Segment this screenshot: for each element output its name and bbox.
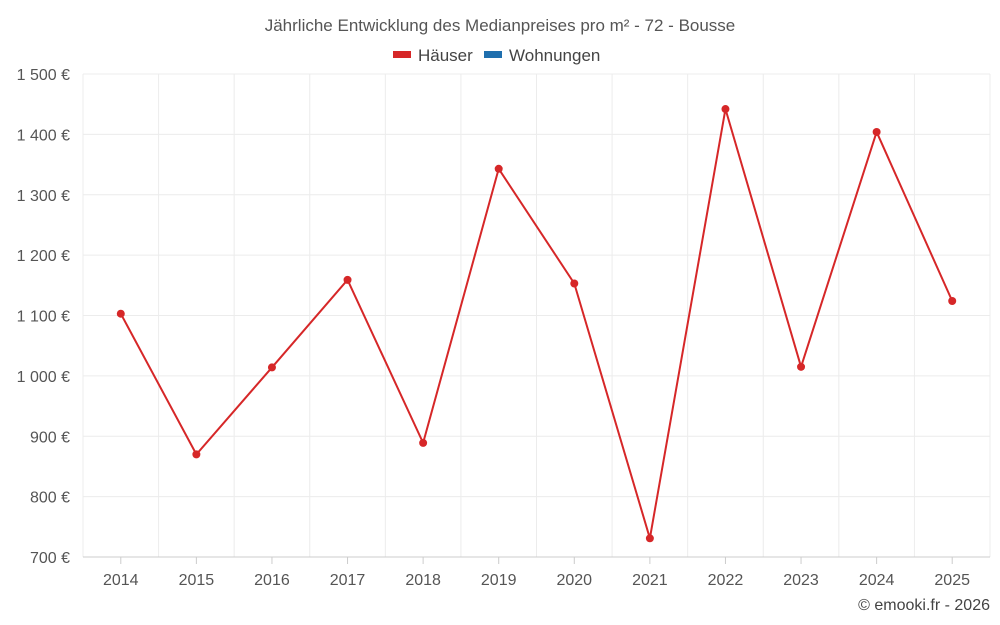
legend-label-hauser[interactable]: Häuser [418, 46, 473, 65]
data-point[interactable] [645, 534, 654, 543]
y-tick-label: 1 500 € [17, 67, 70, 84]
x-tick-label: 2016 [254, 572, 290, 589]
x-tick-label: 2025 [934, 572, 970, 589]
data-point[interactable] [797, 362, 806, 371]
y-tick-label: 800 € [30, 490, 70, 507]
grid [82, 73, 991, 558]
x-tick-label: 2014 [103, 572, 139, 589]
series-line [119, 108, 954, 539]
x-tick-label: 2020 [556, 572, 592, 589]
legend-swatch-wohnungen [484, 51, 502, 58]
data-point[interactable] [494, 164, 503, 173]
y-tick-label: 1 400 € [17, 127, 70, 144]
x-tick-label: 2019 [481, 572, 517, 589]
y-tick-label: 1 100 € [17, 309, 70, 326]
x-tick-label: 2023 [783, 572, 819, 589]
data-point[interactable] [192, 450, 201, 459]
legend-label-wohnungen[interactable]: Wohnungen [509, 46, 600, 65]
data-point[interactable] [267, 363, 276, 372]
data-point[interactable] [570, 279, 579, 288]
y-tick-label: 1 000 € [17, 369, 70, 386]
x-tick-label: 2022 [708, 572, 744, 589]
legend-swatch-hauser [393, 51, 411, 58]
x-tick-label: 2018 [405, 572, 441, 589]
data-point[interactable] [116, 309, 125, 318]
y-tick-label: 900 € [30, 429, 70, 446]
y-tick-label: 1 300 € [17, 188, 70, 205]
y-tick-label: 700 € [30, 550, 70, 567]
chart-title: Jährliche Entwicklung des Medianpreises … [265, 16, 736, 35]
data-point[interactable] [721, 105, 730, 114]
data-point[interactable] [872, 127, 881, 136]
data-point[interactable] [343, 275, 352, 284]
data-point[interactable] [948, 297, 957, 306]
x-tick-label: 2017 [330, 572, 366, 589]
legend[interactable]: Häuser Wohnungen [393, 46, 600, 65]
x-axis: 2014 2015 2016 2017 2018 2019 2020 2021 2022 2023… [83, 556, 990, 589]
y-axis: 700 € 800 € 900 € 1 000 € 1 100 € 1 200 € 1 30… [17, 67, 70, 567]
credit-label: © emooki.fr - 2026 [858, 597, 990, 614]
x-tick-label: 2021 [632, 572, 668, 589]
y-tick-label: 1 200 € [17, 248, 70, 265]
plot-area [116, 105, 957, 543]
data-point[interactable] [419, 438, 428, 447]
x-tick-label: 2024 [859, 572, 895, 589]
x-tick-label: 2015 [179, 572, 215, 589]
